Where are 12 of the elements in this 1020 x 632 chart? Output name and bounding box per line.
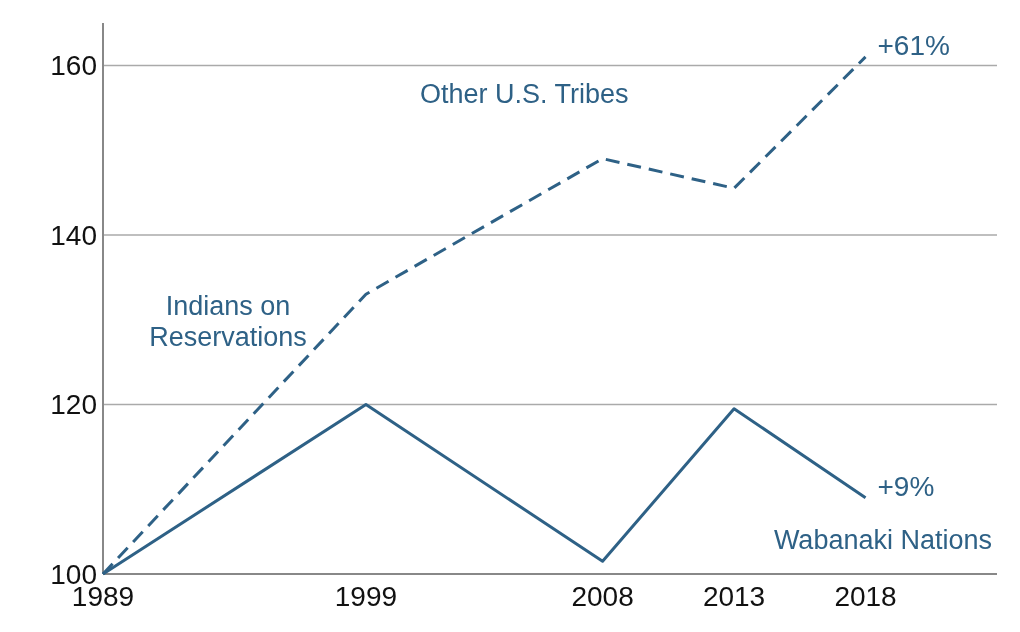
annotation: +9% (877, 470, 935, 502)
series-label: Wabanaki Nations (773, 525, 992, 555)
x-tick-label: 2018 (834, 581, 897, 612)
x-tick-label: 1999 (334, 581, 398, 612)
x-tick-label: 2013 (702, 581, 766, 612)
y-tick-label: 120 (50, 389, 97, 421)
annotation: Indians on Reservations (149, 291, 307, 353)
y-tick-label: 140 (50, 219, 97, 251)
text: Other U.S. Tribes (419, 79, 629, 109)
y-tick-label: 160 (50, 50, 97, 82)
annotation: +61% (877, 29, 950, 61)
x-tick-label: 2008 (571, 581, 634, 612)
